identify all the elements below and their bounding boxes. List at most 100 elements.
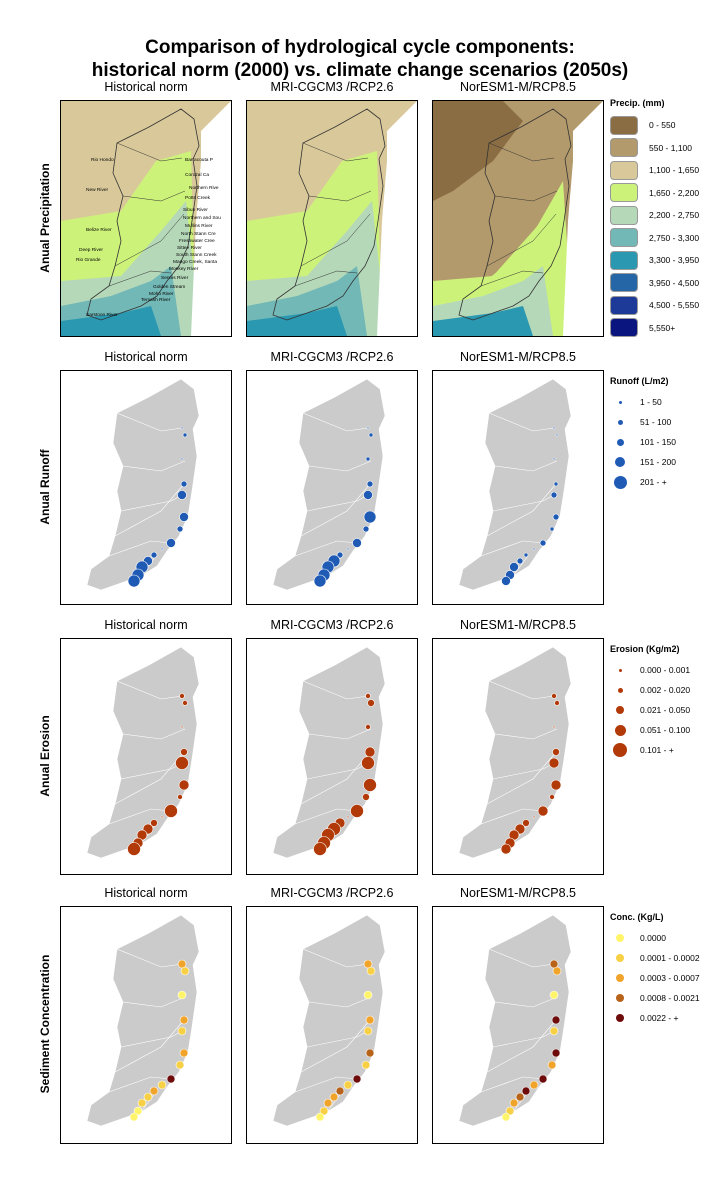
map [272,378,386,591]
legend-label: 3,300 - 3,950 [649,255,700,266]
legend-item: 550 - 1,100 [610,137,699,160]
watershed-outline [86,108,200,321]
river-label: Monkey River [169,266,199,272]
map: Barracouta P Corozal Ca Northern Rive Potts… [61,101,231,336]
legend-label: 1,100 - 1,650 [649,165,700,176]
map [458,646,572,859]
site-marker [323,1098,333,1108]
site-marker [547,1060,557,1070]
site-marker [137,1098,147,1108]
site-marker [180,966,190,976]
site-marker [366,426,370,430]
legend-swatch [610,250,638,270]
legend-dot [613,743,627,757]
column-label: Historical norm [104,350,188,364]
site-marker [127,842,141,856]
watershed-boundaries [480,142,558,287]
site-marker [180,426,184,430]
legend-item: 0.101 - + [610,740,690,760]
column-label: MRI-CGCM3 /RCP2.6 [270,80,394,94]
river-label: North Stann Cre [181,231,216,237]
legend-label: 550 - 1,100 [649,142,693,153]
site-marker [522,819,530,827]
map [247,101,417,336]
river-label: Mango Creek, Santa [173,259,217,265]
site-marker [551,1015,561,1025]
site-marker [550,779,562,791]
map [272,646,386,859]
watershed-map [86,914,200,1127]
site-marker [532,547,536,551]
legend-dot [618,668,622,672]
sea [191,101,231,336]
site-marker [166,1074,176,1084]
map-panel-precip-3 [432,100,604,337]
site-marker [350,804,364,818]
river-label: Rio Grande [76,257,101,263]
legend-label: 3,950 - 4,500 [649,277,700,288]
site-marker [368,432,374,438]
river-label: Golden Stream [153,284,185,290]
river-label: New River [86,187,109,193]
legend-title: Conc. (Kg/L) [610,912,664,922]
legend-swatch [610,115,638,135]
map [433,101,603,336]
legend-item: 5,550+ [610,317,699,340]
site-marker [554,700,560,706]
column-label: NorESM1-M/RCP8.5 [460,618,576,632]
legend-item: 2,200 - 2,750 [610,204,699,227]
legend-item: 4,500 - 5,550 [610,294,699,317]
legend-dot [616,438,624,446]
map [272,914,386,1127]
site-marker [313,842,327,856]
site-marker [363,490,373,500]
legend-item: 0.0008 - 0.0021 [610,988,700,1008]
legend-label: 0.0003 - 0.0007 [640,973,700,983]
legend-item: 1,650 - 2,200 [610,182,699,205]
legend-swatch [610,183,638,203]
row-label-erosion: Anual Erosion [38,714,52,797]
legend-label: 51 - 100 [640,417,672,427]
site-marker [509,1098,519,1108]
site-marker [361,756,375,770]
legend-dot [614,724,626,736]
site-marker [177,990,187,1000]
legend-swatch [610,295,638,315]
site-marker [551,693,557,699]
river-label: Rio Hondo [91,157,114,163]
river-label: Northern Rive [189,185,219,191]
column-label: MRI-CGCM3 /RCP2.6 [270,350,394,364]
site-marker [352,1074,362,1084]
river-label: Sarstoon River [86,312,118,318]
site-marker [549,1026,559,1036]
site-marker [363,510,377,524]
legend-item: 0.051 - 0.100 [610,720,690,740]
river-label: Potts Creek [185,195,211,201]
map [86,378,200,591]
site-marker [549,794,555,800]
legend-label: 0.000 - 0.001 [640,665,691,675]
site-marker [548,757,560,769]
map-panel-runoff-1 [60,370,232,605]
map [86,646,200,859]
site-marker [555,433,559,437]
legend-label: 0 - 550 [649,120,676,131]
river-label: Moho River [149,291,174,297]
site-marker [364,746,376,758]
site-marker [179,1048,189,1058]
legend-swatch [610,138,638,158]
site-marker [176,525,184,533]
legend-label: 0.021 - 0.050 [640,705,691,715]
legend-label: 2,200 - 2,750 [649,210,700,221]
legend-label: 151 - 200 [640,457,676,467]
legend-item: 0 - 550 [610,114,699,137]
site-marker [179,512,189,522]
legend-label: 4,500 - 5,550 [649,300,700,311]
watershed-map [458,378,572,591]
map-panel-erosion-1 [60,638,232,875]
site-marker [166,538,176,548]
site-marker [365,1048,375,1058]
legend-label: 0.0000 [640,933,666,943]
site-marker [363,778,377,792]
legend-label: 0.002 - 0.020 [640,685,691,695]
